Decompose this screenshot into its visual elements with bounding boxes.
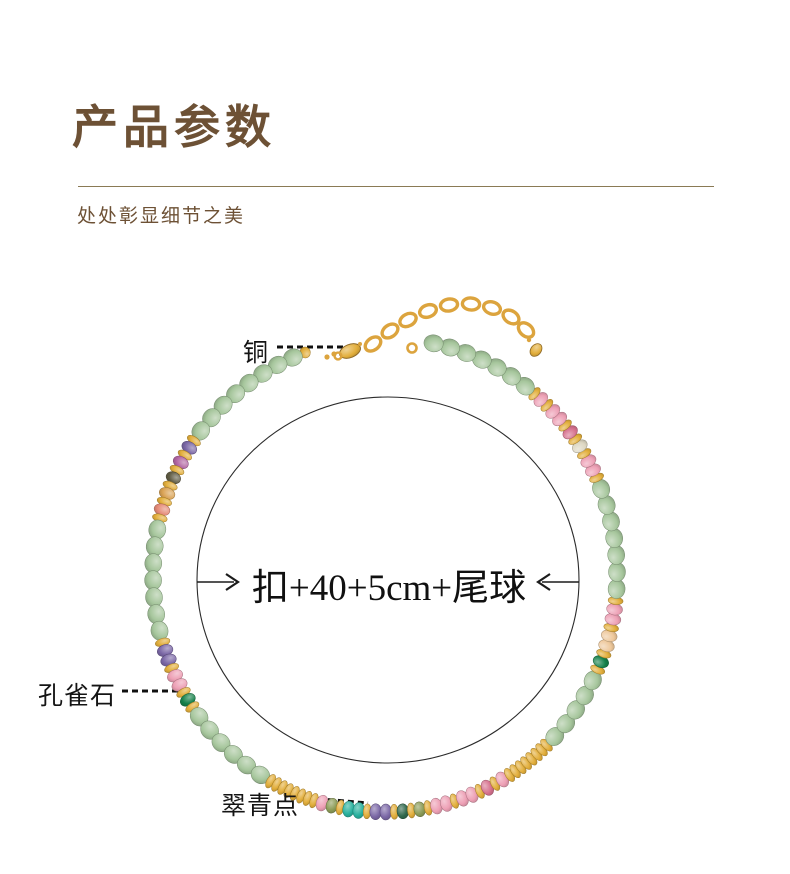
measurement-text: 扣+40+5cm+尾球	[251, 568, 527, 609]
clasp-chain	[324, 296, 543, 361]
bead-green	[608, 561, 626, 582]
tail-link	[526, 337, 532, 343]
chain-link	[516, 321, 536, 339]
measure-circle	[196, 396, 580, 764]
bead-green	[423, 334, 444, 353]
lobster-clasp-knob	[358, 342, 362, 346]
measure-arrow-right	[536, 573, 579, 591]
page-subtitle: 处处彰显细节之美	[77, 206, 246, 227]
chain-link	[417, 302, 439, 320]
bead-purple	[379, 803, 392, 821]
chain-link	[380, 322, 400, 340]
title-divider	[78, 186, 714, 187]
label-malachite: 孔雀石	[38, 683, 117, 710]
connector-ring	[406, 342, 418, 354]
label-cuiqing: 翠青点	[221, 793, 300, 820]
tail-ball	[529, 343, 543, 357]
chain-link	[460, 296, 482, 312]
lobster-clasp	[339, 343, 361, 359]
page-title: 产品参数	[72, 102, 276, 153]
chain-link	[363, 335, 383, 353]
chain-link	[501, 308, 521, 326]
chain-link	[398, 311, 418, 329]
bead-strand	[144, 334, 626, 821]
chain-link	[481, 300, 503, 316]
measure-arrow-left	[197, 573, 240, 591]
bead-green	[144, 570, 162, 591]
label-copper: 铜	[243, 340, 270, 367]
link-bead	[324, 354, 330, 360]
lobster-clasp-ring	[333, 351, 343, 361]
chain-link	[438, 297, 460, 313]
